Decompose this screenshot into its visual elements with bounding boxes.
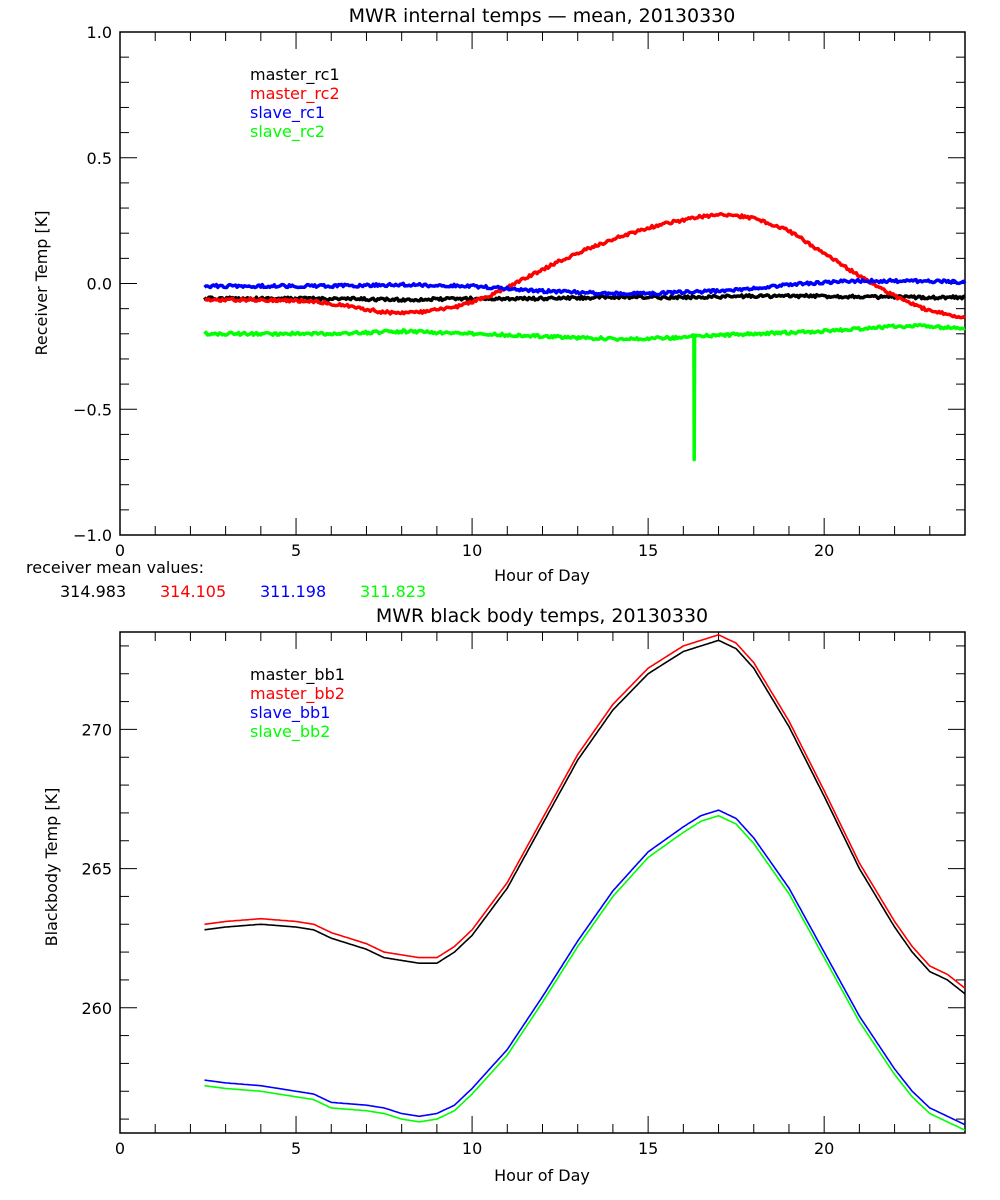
annotation-label: receiver mean values:	[26, 558, 204, 577]
y-tick-labels: 260 265 270	[81, 720, 112, 1017]
series-line-slave_rc2	[203, 323, 966, 462]
axis-ticks	[119, 632, 966, 1133]
y-axis-label: Receiver Temp [K]	[32, 210, 51, 355]
x-tick-label: 10	[462, 1139, 482, 1158]
receiver-temp-plot: MWR internal temps — mean, 20130330 0 5 10…	[26, 5, 967, 601]
series-group	[204, 634, 966, 1131]
y-tick-label: 0.0	[87, 275, 112, 294]
chart-title: MWR internal temps — mean, 20130330	[349, 5, 736, 27]
series-line-master_rc1	[203, 292, 966, 303]
x-tick-labels: 0 5 10 15 20	[115, 1139, 834, 1158]
annotation-value: 311.823	[360, 582, 426, 601]
x-tick-label: 20	[814, 541, 834, 560]
plot-frame	[119, 631, 966, 1134]
x-tick-label: 0	[115, 541, 125, 560]
legend-entry: master_bb1	[250, 665, 345, 685]
x-tick-labels: 0 5 10 15 20	[115, 541, 834, 560]
legend-entry: slave_rc1	[250, 103, 325, 123]
x-tick-label: 20	[814, 1139, 834, 1158]
series-line-slave_bb1	[204, 809, 966, 1126]
x-tick-label: 5	[291, 541, 301, 560]
x-tick-label: 10	[462, 541, 482, 560]
legend-entry: master_rc1	[250, 65, 340, 85]
y-tick-label: −0.5	[73, 400, 112, 419]
y-tick-label: 0.5	[87, 149, 112, 168]
legend-entry: slave_bb2	[250, 722, 330, 742]
legend-entry: master_rc2	[250, 84, 340, 104]
y-tick-label: 270	[81, 720, 112, 739]
x-tick-label: 15	[638, 541, 658, 560]
annotation-values: 314.983 314.105 311.198 311.823	[60, 582, 426, 601]
series-line-slave_bb2	[204, 814, 966, 1131]
y-tick-label: 260	[81, 999, 112, 1018]
x-axis-label: Hour of Day	[494, 566, 590, 585]
legend-entry: master_bb2	[250, 684, 345, 704]
x-tick-label: 0	[115, 1139, 125, 1158]
series-line-slave_rc1	[203, 277, 967, 297]
annotation-value: 314.105	[160, 582, 226, 601]
legend-entry: slave_bb1	[250, 703, 330, 723]
series-line-master_bb2	[204, 634, 966, 989]
axis-ticks	[119, 31, 966, 536]
series-group	[203, 211, 967, 462]
x-tick-label: 15	[638, 1139, 658, 1158]
annotation-value: 314.983	[60, 582, 126, 601]
annotation-value: 311.198	[260, 582, 326, 601]
legend-entry: slave_rc2	[250, 122, 325, 142]
y-tick-label: 265	[81, 860, 112, 879]
x-tick-label: 5	[291, 1139, 301, 1158]
chart-title: MWR black body temps, 20130330	[376, 605, 708, 627]
series-line-master_rc2	[204, 211, 967, 320]
x-axis-label: Hour of Day	[494, 1166, 590, 1185]
series-line-master_bb1	[204, 639, 966, 995]
y-tick-label: −1.0	[73, 526, 112, 545]
y-axis-label: Blackbody Temp [K]	[42, 788, 61, 947]
blackbody-temp-plot: MWR black body temps, 20130330 0 5 10 15 20 …	[42, 605, 966, 1185]
y-tick-labels: −1.0 −0.5 0.0 0.5 1.0	[73, 23, 112, 545]
y-tick-label: 1.0	[87, 23, 112, 42]
